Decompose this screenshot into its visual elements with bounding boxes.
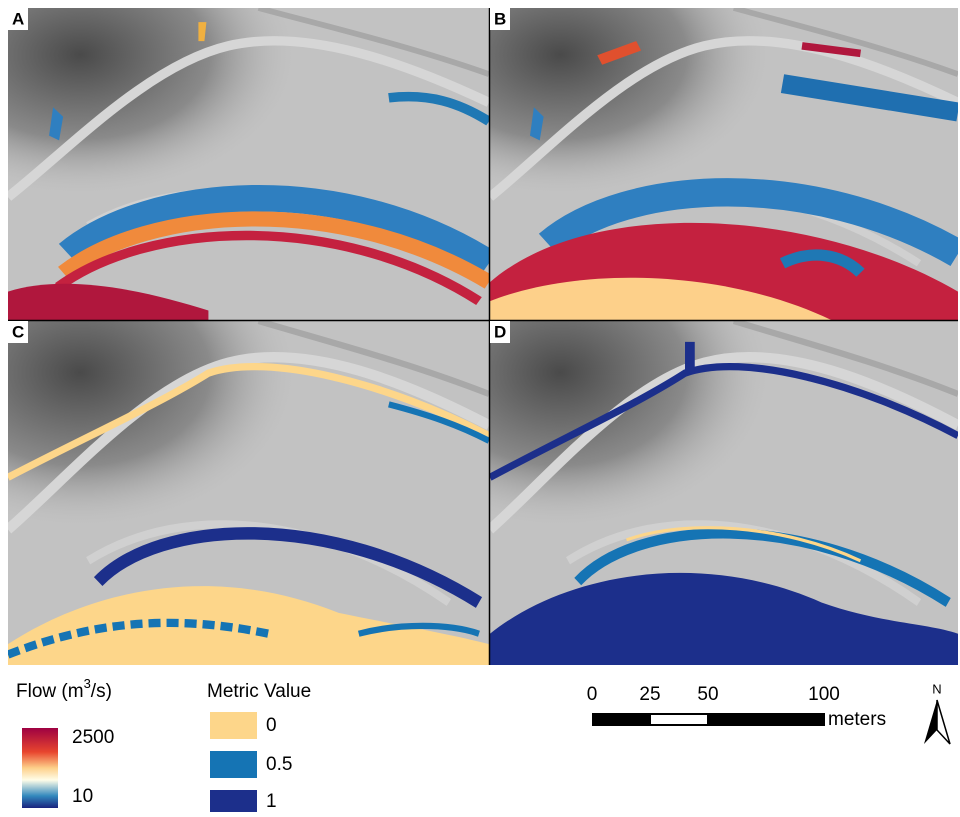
metric-legend: Metric Value 0 0.5 1 [207, 681, 311, 812]
legend-label: 0.5 [266, 754, 292, 775]
map-panel [8, 321, 489, 665]
title-part: /s) [91, 681, 112, 702]
legend-swatch [210, 790, 257, 812]
panel-label: B [494, 9, 506, 28]
legend-label: 10 [72, 786, 93, 807]
map-panel [8, 8, 489, 320]
panel-label: A [12, 9, 24, 28]
panel-label: D [494, 322, 506, 341]
map-panel [490, 8, 958, 320]
title-part: Flow (m [16, 681, 84, 702]
scale-label: 0 [587, 684, 598, 705]
north-arrow: N [924, 681, 950, 744]
legend-label: 1 [266, 791, 277, 812]
map-panel [490, 321, 958, 665]
flow-legend: Flow (m3/s) 2500 10 [16, 676, 114, 808]
legend-label: 0 [266, 715, 277, 736]
color-ramp [22, 728, 58, 808]
scale-label: 25 [639, 684, 660, 705]
legend-swatch [210, 712, 257, 739]
legend-title: Metric Value [207, 681, 311, 702]
panel-label: C [12, 322, 24, 341]
scale-label: 50 [697, 684, 718, 705]
north-label: N [932, 681, 941, 696]
title-sup: 3 [84, 676, 91, 691]
scale-unit: meters [828, 709, 886, 730]
scale-label: 100 [808, 684, 840, 705]
legend-title: Flow (m3/s) [16, 676, 112, 702]
scale-bar: 0 25 50 100 meters [587, 684, 886, 730]
legend-swatch [210, 751, 257, 778]
figure: A B C D Flow (m3/s) 2500 10 Metric Value… [0, 0, 960, 812]
legend-label: 2500 [72, 727, 114, 748]
